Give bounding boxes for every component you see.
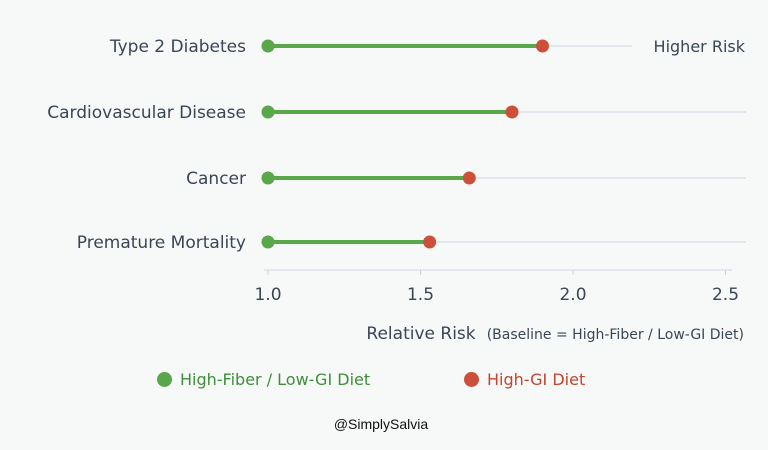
grid-lines [268, 45, 746, 243]
high-gi-point [505, 105, 519, 119]
high-gi-point [423, 235, 437, 249]
legend: High-Fiber / Low-GI Diet High-GI Diet [0, 370, 768, 396]
low-gi-point [261, 171, 275, 185]
higher-risk-annotation: Higher Risk [654, 37, 746, 56]
dumbbell-chart: 1.0 1.5 2.0 2.5 Type 2 Diabetes Cardiovascul… [47, 37, 746, 344]
watermark-text: @SimplySalvia [333, 416, 429, 432]
category-label: Premature Mortality [77, 233, 246, 253]
watermark: @SimplySalvia [0, 416, 768, 432]
x-axis-title-sub: (Baseline = High-Fiber / Low-GI Diet) [487, 327, 744, 343]
category-label: Type 2 Diabetes [109, 37, 246, 57]
category-label: Cardiovascular Disease [47, 103, 246, 123]
category-labels: Type 2 Diabetes Cardiovascular Disease Can… [47, 37, 246, 253]
legend-dot-green-icon [157, 372, 172, 387]
x-axis-title-main: Relative Risk [366, 324, 475, 344]
legend-item-low-gi: High-Fiber / Low-GI Diet [157, 370, 370, 389]
category-label: Cancer [186, 169, 246, 189]
x-tick-label: 1.5 [407, 285, 434, 305]
x-axis: 1.0 1.5 2.0 2.5 [254, 269, 739, 305]
legend-item-high-gi: High-GI Diet [464, 370, 585, 389]
x-axis-title: Relative Risk (Baseline = High-Fiber / L… [366, 324, 744, 344]
high-gi-point [536, 39, 549, 53]
low-gi-point [261, 39, 275, 53]
legend-label-high-gi: High-GI Diet [487, 370, 586, 389]
high-gi-point [462, 171, 476, 185]
x-tick-label: 2.5 [712, 285, 739, 305]
legend-dot-red-icon [464, 372, 479, 387]
low-gi-point [261, 235, 275, 249]
x-tick-label: 1.0 [254, 285, 281, 305]
data-marks [261, 39, 549, 249]
x-tick-label: 2.0 [559, 285, 586, 305]
legend-label-low-gi: High-Fiber / Low-GI Diet [180, 370, 371, 389]
low-gi-point [261, 105, 275, 119]
